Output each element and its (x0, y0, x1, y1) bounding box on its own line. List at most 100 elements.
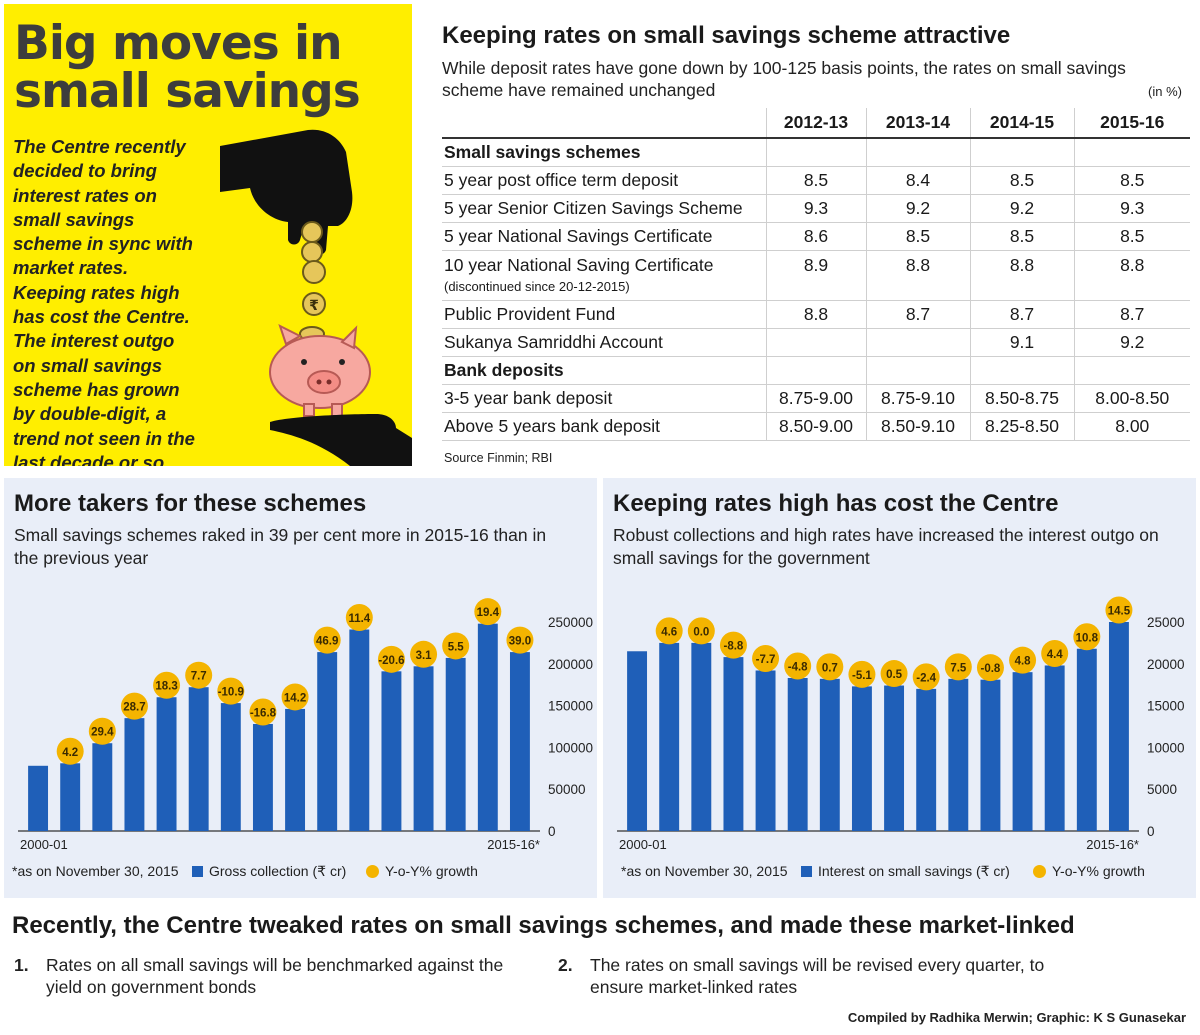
note-number: 1. (14, 955, 29, 975)
bar (477, 623, 498, 831)
note-text: The rates on small savings will be revis… (590, 955, 1045, 997)
growth-label: -7.7 (756, 654, 776, 666)
growth-dot (313, 626, 341, 654)
y-tick-label: 150000 (548, 699, 593, 714)
table-row: 5 year post office term deposit 8.5 8.4 … (442, 166, 1190, 194)
cell-value: 9.2 (1073, 328, 1190, 356)
cell-value: 8.75-9.10 (865, 384, 970, 412)
bar (1076, 648, 1097, 831)
cell-value: 8.5 (765, 166, 866, 194)
growth-label: -0.8 (981, 663, 1001, 675)
y-tick-label: 0 (548, 824, 556, 839)
chart-legend: *as on November 30, 2015 Interest on sma… (603, 861, 1196, 883)
chart-subtitle: Small savings schemes raked in 39 per ce… (14, 525, 547, 568)
table-row: 5 year National Savings Certificate 8.6 … (442, 222, 1190, 250)
cell-value: 8.50-9.00 (765, 412, 866, 440)
table-row: Sukanya Samriddhi Account 9.1 9.2 (442, 328, 1190, 356)
chart-title: More takers for these schemes (14, 490, 367, 517)
growth-dot (687, 617, 715, 645)
growth-label: 5.5 (448, 641, 465, 653)
bar (349, 629, 370, 831)
rates-source: Source Finmin; RBI (444, 451, 553, 465)
coin-symbol: ₹ (309, 298, 319, 314)
credit-line: Compiled by Radhika Merwin; Graphic: K S… (847, 1010, 1186, 1025)
dropping-hand-icon (220, 129, 353, 255)
growth-label: 0.0 (693, 626, 709, 638)
cell-value: 8.8 (865, 250, 970, 300)
growth-label: -5.1 (852, 670, 872, 682)
bar (659, 642, 680, 831)
cell-value (865, 328, 970, 356)
growth-label: 28.7 (123, 702, 145, 714)
header-blank (442, 108, 766, 139)
bar (851, 686, 872, 831)
rates-unit: (in %) (1148, 84, 1182, 99)
bar (787, 678, 808, 831)
cell-value: 8.5 (865, 222, 970, 250)
legend-item-growth: Y-o-Y% growth (366, 863, 478, 879)
y-tick-label: 100000 (548, 740, 593, 755)
section-row: Bank deposits (442, 356, 1190, 384)
cell-value: 8.75-9.00 (765, 384, 866, 412)
holding-hand-icon (270, 414, 412, 466)
y-tick-label: 5000 (1147, 782, 1177, 797)
cell-value: 8.7 (865, 300, 970, 328)
growth-dot (848, 660, 876, 688)
bar (980, 679, 1001, 831)
growth-dot (88, 717, 116, 745)
bar (60, 763, 81, 831)
row-label: 5 year Senior Citizen Savings Scheme (444, 197, 743, 218)
y-tick-label: 200000 (548, 657, 593, 672)
x-tick-label: 2015-16* (487, 837, 540, 852)
growth-dot (345, 604, 373, 632)
x-tick-label: 2000-01 (20, 837, 68, 852)
cell-value: 8.8 (765, 300, 866, 328)
bottom-title: Recently, the Centre tweaked rates on sm… (12, 912, 1075, 939)
growth-label: 0.5 (886, 669, 903, 681)
growth-label: -10.9 (218, 687, 244, 699)
cell-value: 9.2 (969, 194, 1074, 222)
row-label: 10 year National Saving Certificate (444, 254, 714, 275)
cell-value: 9.3 (765, 194, 866, 222)
growth-dot (944, 653, 972, 681)
growth-label: -2.4 (916, 672, 936, 684)
growth-label: 46.9 (316, 636, 338, 648)
growth-label: 14.5 (1108, 606, 1131, 618)
bar (819, 678, 840, 831)
cell-value: 8.4 (865, 166, 970, 194)
table-header-row: 2012-13 2013-14 2014-15 2015-16 (442, 108, 1190, 139)
dot-swatch-icon (1033, 865, 1046, 878)
growth-label: 4.2 (62, 747, 78, 759)
row-note: (discontinued since 20-12-2015) (444, 278, 630, 294)
bar (413, 666, 434, 831)
bar (220, 703, 241, 831)
rates-table: 2012-13 2013-14 2014-15 2015-16 Small sa… (442, 108, 1190, 441)
growth-label: -16.8 (250, 707, 277, 719)
growth-label: -4.8 (788, 662, 808, 674)
growth-dot (442, 632, 470, 660)
legend-label: Gross collection (₹ cr) (209, 863, 347, 879)
cell-value: 8.9 (765, 250, 866, 300)
legend-item-bars: Gross collection (₹ cr) (192, 863, 346, 880)
bottom-notes: Recently, the Centre tweaked rates on sm… (4, 902, 1196, 1032)
growth-label: 4.8 (1015, 656, 1032, 668)
chart-subtitle: Robust collections and high rates have i… (613, 525, 1159, 568)
cell-value: 8.00-8.50 (1073, 384, 1190, 412)
growth-label: 7.7 (191, 671, 207, 683)
growth-label: 18.3 (155, 681, 177, 693)
growth-dot (153, 671, 181, 699)
column-header: 2013-14 (865, 108, 970, 139)
growth-dot (506, 626, 534, 654)
legend-label: Y-o-Y% growth (1052, 863, 1145, 879)
intro-body: The Centre recently decided to bring int… (13, 136, 195, 466)
piggy-bank-icon (269, 324, 371, 417)
growth-label: 7.5 (950, 662, 967, 674)
cell-value: 8.8 (1073, 250, 1190, 300)
growth-label: 3.1 (416, 650, 433, 662)
growth-dot (880, 660, 908, 688)
cell-value: 9.2 (865, 194, 970, 222)
y-tick-label: 15000 (1147, 699, 1185, 714)
bar (156, 697, 177, 831)
cell-value: 9.1 (969, 328, 1074, 356)
